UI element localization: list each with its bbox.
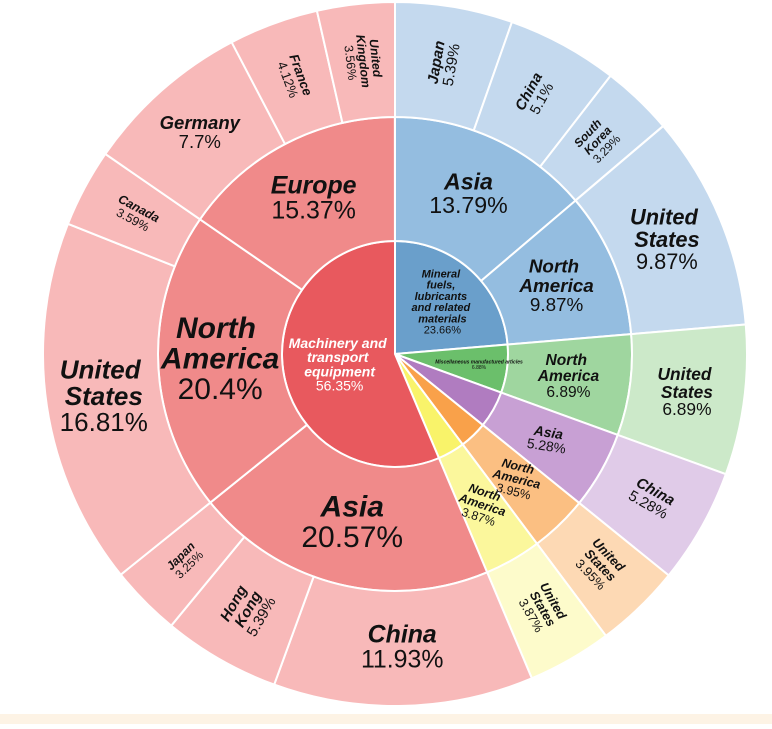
segment-name: Asia: [320, 490, 384, 523]
name-line: Kingdom: [353, 34, 373, 89]
segment-name: North America: [160, 312, 279, 376]
name-line: States: [634, 227, 699, 252]
segment-name: Mineral fuels, lubricants and related ma…: [412, 268, 474, 325]
name-line: North: [529, 256, 584, 277]
segment-value-label: 6.89%: [662, 399, 711, 419]
segment-name: North America: [518, 256, 593, 296]
name-line: North: [546, 352, 592, 369]
name-line: fuels,: [427, 279, 459, 291]
name-line: Machinery and: [289, 334, 391, 350]
name-line: United: [658, 364, 717, 384]
segment-value-label: 20.4%: [178, 373, 263, 406]
segment-value-label: 16.81%: [60, 407, 148, 437]
footer-strip: [0, 714, 772, 724]
name-line: and related: [412, 302, 474, 314]
name-line: America: [518, 275, 593, 296]
segment-label: Mineral fuels, lubricants and related ma…: [412, 268, 474, 336]
name-line: Germany: [160, 112, 242, 133]
segment-value-label: 6.88%: [472, 365, 487, 371]
segment-value-label: 13.79%: [429, 192, 508, 218]
segment-name: United States: [60, 354, 148, 411]
name-line: America: [160, 342, 279, 375]
segment-value-label: 9.87%: [530, 294, 584, 315]
name-line: States: [65, 381, 143, 411]
segment-name: Germany: [160, 112, 242, 133]
name-line: China: [368, 620, 437, 648]
name-line: transport: [307, 349, 372, 365]
segment-value-label: 7.7%: [179, 131, 221, 152]
name-line: America: [537, 368, 600, 385]
name-line: North: [176, 312, 264, 345]
name-line: Mineral: [422, 268, 464, 280]
segment-name: Machinery and transport equipment: [289, 334, 391, 379]
name-line: materials: [418, 313, 466, 325]
sunburst-segment: [315, 0, 396, 125]
segment-name: Asia: [443, 168, 493, 194]
name-line: United: [366, 38, 385, 81]
segment-value-label: 11.93%: [361, 646, 444, 674]
name-line: Asia: [532, 422, 564, 442]
name-line: lubricants: [415, 291, 471, 303]
segment-name: China: [368, 620, 437, 648]
segment-value-label: 15.37%: [271, 196, 355, 224]
name-line: equipment: [304, 363, 376, 379]
segment-value-label: 5.28%: [526, 436, 567, 457]
name-line: Asia: [443, 168, 493, 194]
name-line: Europe: [271, 171, 357, 199]
segment-name: Europe: [271, 171, 357, 199]
name-line: Miscellaneous manufactured articles: [435, 360, 523, 366]
name-line: States: [661, 381, 713, 401]
segment-value-label: 6.89%: [546, 384, 590, 401]
segment-name: United States: [630, 204, 704, 251]
name-line: United: [60, 354, 148, 384]
name-line: United: [630, 204, 704, 229]
segment-name: United Kingdom: [353, 33, 385, 89]
name-line: Asia: [320, 490, 384, 523]
segment-value-label: 56.35%: [316, 377, 363, 393]
segment-name: Asia: [532, 422, 564, 442]
segment-value-label: 5.39%: [440, 42, 464, 87]
segment-value-label: 9.87%: [636, 249, 698, 274]
segment-name: North America: [537, 352, 600, 385]
segment-name: Miscellaneous manufactured articles: [435, 360, 523, 366]
segment-value-label: 3.56%: [341, 45, 359, 81]
segment-value-label: 23.66%: [424, 324, 462, 336]
segment-value-label: 20.57%: [301, 521, 403, 554]
segment-name: United States: [658, 364, 717, 402]
